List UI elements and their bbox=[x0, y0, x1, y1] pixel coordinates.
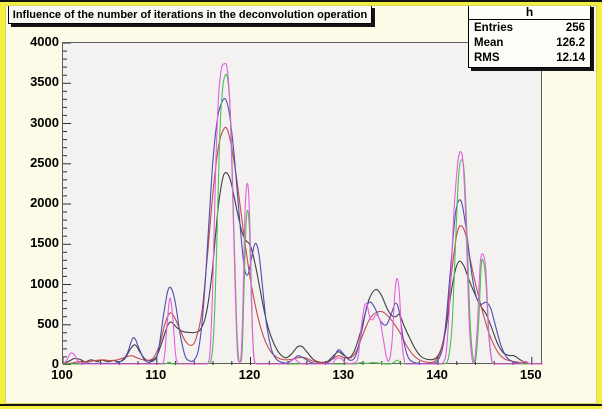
curve-black bbox=[63, 172, 543, 365]
y-tick-label: 4000 bbox=[30, 34, 59, 49]
curve-green bbox=[63, 73, 543, 365]
y-tick-label: 1500 bbox=[30, 235, 59, 251]
stats-label-entries: Entries bbox=[474, 21, 513, 34]
plot-frame bbox=[62, 42, 543, 365]
x-tick-label: 100 bbox=[51, 367, 73, 382]
plot-svg bbox=[63, 43, 543, 365]
canvas-top-border bbox=[0, 0, 602, 2]
stats-histogram-name: h bbox=[469, 5, 590, 20]
x-tick-label: 110 bbox=[145, 367, 167, 382]
stats-value-entries: 256 bbox=[565, 21, 585, 34]
stats-value-rms: 12.14 bbox=[556, 51, 585, 64]
y-tick-label: 500 bbox=[37, 315, 59, 331]
x-tick-label: 130 bbox=[332, 367, 355, 382]
y-tick-label: 0 bbox=[51, 356, 59, 371]
stats-box: h Entries 256 Mean 126.2 RMS 12.14 bbox=[468, 4, 591, 68]
x-tick-label: 140 bbox=[426, 367, 448, 382]
stats-label-rms: RMS bbox=[474, 51, 500, 64]
curve-blue bbox=[63, 97, 543, 365]
y-tick-label: 1000 bbox=[30, 275, 59, 291]
y-tick-label: 2500 bbox=[30, 154, 59, 170]
stats-row-rms: RMS 12.14 bbox=[469, 50, 590, 65]
curve-magenta bbox=[63, 62, 543, 365]
stats-row-entries: Entries 256 bbox=[469, 20, 590, 35]
y-tick-label: 2000 bbox=[30, 195, 59, 210]
x-tick-label: 150 bbox=[519, 367, 542, 382]
chart-title-box: Influence of the number of iterations in… bbox=[8, 5, 372, 24]
stats-row-mean: Mean 126.2 bbox=[469, 35, 590, 50]
canvas-bottom-border bbox=[0, 404, 602, 406]
y-tick-label: 3000 bbox=[30, 114, 59, 130]
chart-title: Influence of the number of iterations in… bbox=[12, 8, 368, 21]
stats-label-mean: Mean bbox=[474, 36, 504, 49]
y-tick-label: 3500 bbox=[30, 74, 59, 90]
stats-value-mean: 126.2 bbox=[556, 36, 585, 49]
x-tick-label: 120 bbox=[238, 367, 261, 382]
